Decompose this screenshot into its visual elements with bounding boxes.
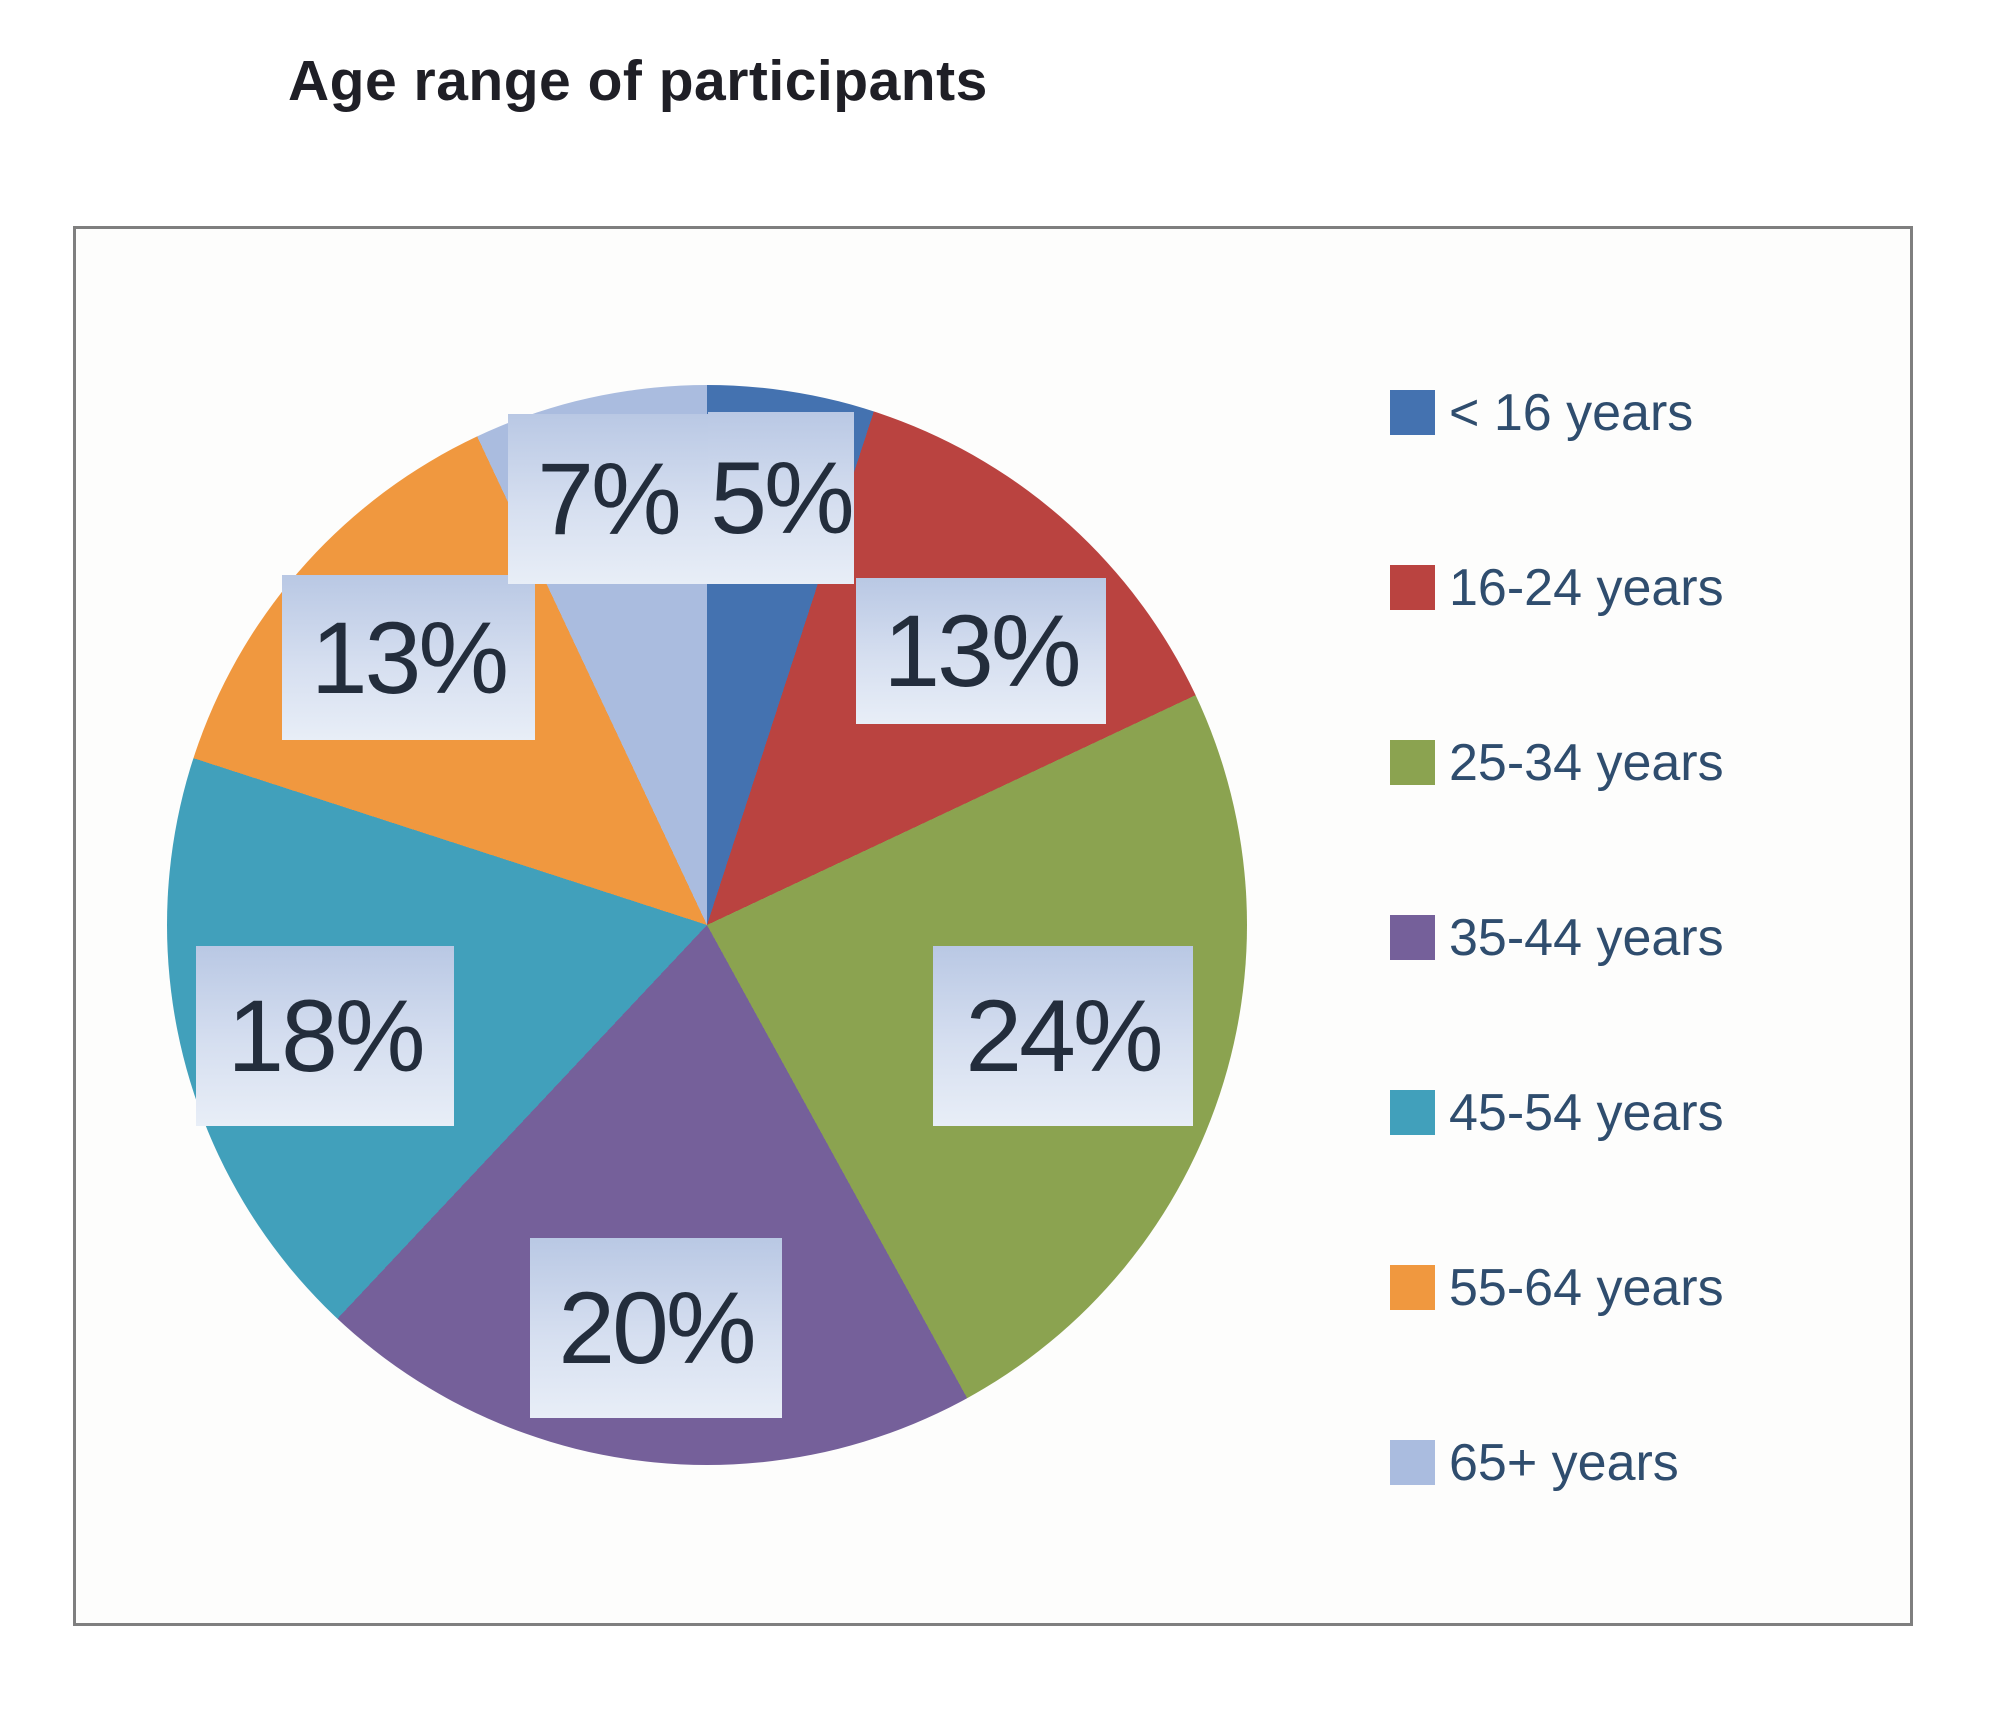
legend-label-45-54: 45-54 years (1449, 1083, 1724, 1142)
slice-label-25-34: 24% (933, 946, 1193, 1126)
slice-label-55-64: 13% (282, 575, 535, 740)
slice-label-35-44: 20% (530, 1238, 782, 1418)
legend-item-25-34: 25-34 years (1390, 735, 1724, 790)
slice-label-65plus: 7% (508, 414, 708, 584)
legend-label-65plus: 65+ years (1449, 1433, 1679, 1492)
legend-label-35-44: 35-44 years (1449, 908, 1724, 967)
legend-item-16-24: 16-24 years (1390, 560, 1724, 615)
legend-swatch-45-54 (1390, 1090, 1435, 1135)
legend-swatch-55-64 (1390, 1265, 1435, 1310)
chart-title: Age range of participants (288, 49, 988, 113)
legend: < 16 years 16-24 years 25-34 years 35-44… (1390, 385, 1724, 1490)
legend-item-45-54: 45-54 years (1390, 1085, 1724, 1140)
legend-swatch-35-44 (1390, 915, 1435, 960)
legend-item-35-44: 35-44 years (1390, 910, 1724, 965)
slice-label-lt16: 5% (708, 412, 855, 584)
legend-label-lt16: < 16 years (1449, 383, 1694, 442)
legend-swatch-25-34 (1390, 740, 1435, 785)
legend-swatch-65plus (1390, 1440, 1435, 1485)
legend-label-25-34: 25-34 years (1449, 733, 1724, 792)
legend-label-55-64: 55-64 years (1449, 1258, 1724, 1317)
legend-item-65plus: 65+ years (1390, 1435, 1724, 1490)
legend-swatch-lt16 (1390, 390, 1435, 435)
slice-label-16-24: 13% (856, 578, 1106, 724)
legend-swatch-16-24 (1390, 565, 1435, 610)
legend-item-55-64: 55-64 years (1390, 1260, 1724, 1315)
legend-label-16-24: 16-24 years (1449, 558, 1724, 617)
slice-label-45-54: 18% (196, 946, 454, 1126)
legend-item-lt16: < 16 years (1390, 385, 1724, 440)
